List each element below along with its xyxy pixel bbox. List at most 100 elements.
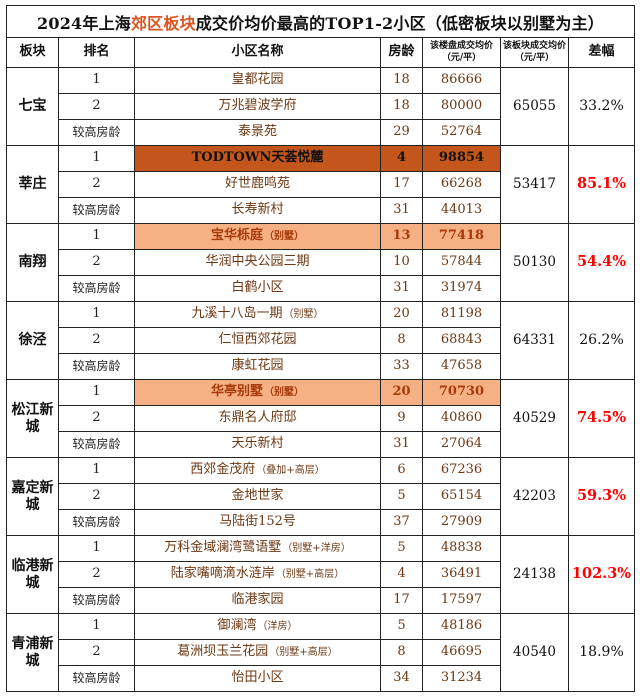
community-name: 九溪十八岛一期 <box>191 306 283 322</box>
price-cell: 27909 <box>422 509 501 536</box>
community-name: 御澜湾 <box>217 618 257 634</box>
diff-cell: 74.5% <box>567 379 636 458</box>
block-avg-cell: 65055 <box>500 67 569 146</box>
diff-cell: 59.3% <box>567 457 636 536</box>
age-cell: 8 <box>380 639 423 666</box>
community-name: 怡田小区 <box>231 670 284 686</box>
rank-cell: 较高房龄 <box>58 509 135 536</box>
community-type-tag: （别墅+高层） <box>275 569 345 581</box>
diff-cell: 102.3% <box>567 535 636 614</box>
table-row: 较高房龄 康虹花园 33 47658 <box>7 353 635 380</box>
price-cell: 81198 <box>422 301 501 328</box>
community-name-cell: 西郊金茂府（叠加+高层） <box>134 457 381 484</box>
rank-cell: 较高房龄 <box>58 587 135 614</box>
rank-cell: 1 <box>58 613 135 640</box>
block-avg-cell: 50130 <box>500 223 569 302</box>
rank-cell: 1 <box>58 223 135 250</box>
community-type-tag: （别墅） <box>264 387 304 399</box>
community-name-cell: TODTOWN天荟悦麓 <box>134 145 381 172</box>
price-cell: 77418 <box>422 223 501 250</box>
district-cell: 嘉定新城 <box>6 457 59 536</box>
age-cell: 13 <box>380 223 423 250</box>
community-name-cell: 葛洲坝玉兰花园（别墅+高层） <box>134 639 381 666</box>
community-name-cell: 万科金域澜湾鹭语墅（别墅+洋房） <box>134 535 381 562</box>
age-cell: 31 <box>380 275 423 302</box>
table-row: 较高房龄 泰景苑 29 52764 <box>7 119 635 146</box>
col-header-listing-avg: 该楼盘成交均价 （元/平） <box>422 37 501 68</box>
table-row: 2 华润中央公园三期 10 57844 <box>7 249 635 276</box>
community-type-tag: （别墅） <box>264 231 304 243</box>
community-name: 康虹花园 <box>231 358 284 374</box>
rank-cell: 较高房龄 <box>58 353 135 380</box>
col-header-age: 房龄 <box>380 37 423 68</box>
rank-cell: 1 <box>58 379 135 406</box>
age-cell: 20 <box>380 379 423 406</box>
community-name: 临港家园 <box>231 592 284 608</box>
table-row: 2 葛洲坝玉兰花园（别墅+高层） 8 46695 <box>7 639 635 666</box>
rank-cell: 较高房龄 <box>58 197 135 224</box>
age-cell: 5 <box>380 535 423 562</box>
age-cell: 33 <box>380 353 423 380</box>
rank-cell: 1 <box>58 457 135 484</box>
age-cell: 8 <box>380 327 423 354</box>
community-name-cell: 陆家嘴嘀滴水涟岸（别墅+高层） <box>134 561 381 588</box>
block-avg-cell: 64331 <box>500 301 569 380</box>
price-cell: 52764 <box>422 119 501 146</box>
rank-cell: 1 <box>58 535 135 562</box>
price-cell: 44013 <box>422 197 501 224</box>
community-name-cell: 九溪十八岛一期（别墅） <box>134 301 381 328</box>
rank-cell: 2 <box>58 327 135 354</box>
col-header-community: 小区名称 <box>134 37 381 68</box>
block-avg-cell: 53417 <box>500 145 569 224</box>
price-cell: 47658 <box>422 353 501 380</box>
community-name: 宝华栎庭 <box>210 228 263 244</box>
rank-cell: 较高房龄 <box>58 275 135 302</box>
price-cell: 36491 <box>422 561 501 588</box>
community-type-tag: （别墅+洋房） <box>282 543 351 555</box>
col-header-block-avg: 该板块成交均价 （元/平） <box>500 37 569 68</box>
table-row: 较高房龄 马陆街152号 37 27909 <box>7 509 635 536</box>
community-name: 西郊金茂府 <box>190 462 256 478</box>
community-name-cell: 怡田小区 <box>134 665 381 692</box>
district-cell: 松江新城 <box>6 379 59 458</box>
diff-cell: 85.1% <box>567 145 636 224</box>
table-row: 2 好世鹿鸣苑 17 66268 <box>7 171 635 198</box>
rank-cell: 1 <box>58 301 135 328</box>
table-row: 较高房龄 怡田小区 34 31234 <box>7 665 635 692</box>
price-cell: 17597 <box>422 587 501 614</box>
community-name: 万科金域澜湾鹭语墅 <box>164 540 282 556</box>
community-name: 白鹤小区 <box>231 280 284 296</box>
community-name-cell: 万兆碧波学府 <box>134 93 381 120</box>
community-name: 皇都花园 <box>231 72 284 88</box>
community-name-cell: 好世鹿鸣苑 <box>134 171 381 198</box>
diff-cell: 26.2% <box>567 301 636 380</box>
title-row: 2024年上海郊区板块成交价均价最高的TOP1-2小区（低密板块以别墅为主） <box>5 5 636 38</box>
age-cell: 4 <box>380 145 423 172</box>
community-name-cell: 东鼎名人府邸 <box>134 405 381 432</box>
header-row: 板块 排名 小区名称 房龄 该楼盘成交均价 （元/平） 该板块成交均价 （元/平… <box>6 37 636 68</box>
age-cell: 17 <box>380 171 423 198</box>
price-table: 2024年上海郊区板块成交价均价最高的TOP1-2小区（低密板块以别墅为主） 板… <box>5 5 636 692</box>
table-row: 青浦新城 1 御澜湾（洋房） 5 48186 40540 18.9% <box>6 613 636 692</box>
rank-cell: 2 <box>58 93 135 120</box>
table-row: 嘉定新城 1 西郊金茂府（叠加+高层） 6 67236 42203 59.3% <box>6 457 636 536</box>
table-row: 南翔 1 宝华栎庭（别墅） 13 77418 50130 54.4% <box>6 223 636 302</box>
community-name: 马陆街152号 <box>219 514 296 530</box>
age-cell: 6 <box>380 457 423 484</box>
age-cell: 31 <box>380 197 423 224</box>
title-accent-text: 郊区板块 <box>130 13 196 33</box>
age-cell: 5 <box>380 613 423 640</box>
age-cell: 9 <box>380 405 423 432</box>
community-name: 东鼎名人府邸 <box>218 410 297 426</box>
community-type-tag: （别墅+高层） <box>269 647 338 659</box>
community-name: 金地世家 <box>231 488 284 504</box>
price-cell: 40860 <box>422 405 501 432</box>
community-name: 陆家嘴嘀滴水涟岸 <box>170 566 275 582</box>
block-avg-cell: 24138 <box>500 535 569 614</box>
community-name-cell: 金地世家 <box>134 483 381 510</box>
price-cell: 98854 <box>422 145 501 172</box>
price-cell: 80000 <box>422 93 501 120</box>
price-cell: 48186 <box>422 613 501 640</box>
age-cell: 29 <box>380 119 423 146</box>
price-cell: 27064 <box>422 431 501 458</box>
